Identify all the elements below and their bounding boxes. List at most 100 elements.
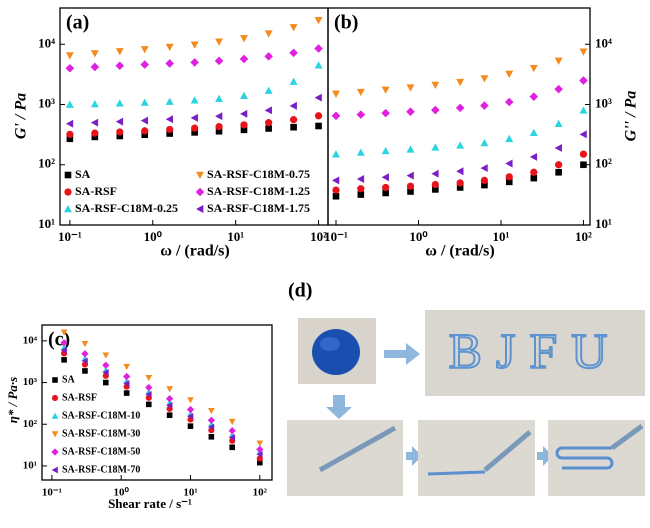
- legend-marker: [64, 205, 72, 213]
- y-tick-label: 10²: [38, 156, 55, 171]
- x-tick-label: 10⁰: [409, 229, 428, 244]
- legend-label: SA-RSF-C18M-0.25: [75, 201, 178, 215]
- point: [140, 116, 149, 125]
- point: [256, 440, 264, 447]
- legend-marker: [51, 431, 59, 438]
- point: [431, 169, 439, 178]
- point: [102, 369, 109, 376]
- y-axis-label: η* / Pa·s: [5, 377, 20, 424]
- point: [264, 106, 272, 115]
- point: [579, 150, 588, 158]
- point: [90, 62, 100, 72]
- point: [102, 352, 110, 359]
- point: [208, 433, 215, 440]
- point: [381, 108, 390, 118]
- legend-marker: [64, 188, 72, 196]
- point: [187, 423, 194, 429]
- point: [81, 350, 89, 358]
- point: [579, 130, 587, 139]
- point: [314, 16, 323, 25]
- point: [166, 125, 174, 134]
- point: [90, 100, 99, 108]
- plot-frame: [41, 324, 273, 481]
- y-tick-label: 10²: [595, 156, 612, 171]
- y-tick-label: 10²: [23, 418, 38, 430]
- point: [456, 179, 464, 187]
- x-tick-label: 10²: [310, 229, 327, 244]
- legend-label: SA: [62, 374, 76, 385]
- point: [529, 152, 538, 161]
- point: [65, 63, 75, 73]
- point: [530, 168, 538, 176]
- point: [240, 109, 248, 118]
- point: [256, 455, 263, 462]
- point: [240, 35, 248, 43]
- point: [190, 58, 199, 67]
- point: [187, 412, 194, 420]
- blue-disc: [312, 329, 360, 375]
- point: [265, 125, 272, 132]
- legend-label: SA-RSF-C18M-1.25: [207, 184, 310, 198]
- panel-label: (a): [66, 12, 89, 34]
- point: [431, 180, 439, 189]
- photo: [425, 310, 645, 396]
- point: [65, 100, 74, 108]
- point: [382, 183, 390, 192]
- point: [65, 119, 74, 128]
- point: [207, 416, 215, 424]
- point: [529, 128, 538, 137]
- point: [406, 84, 415, 92]
- point: [382, 189, 389, 197]
- point: [115, 48, 124, 56]
- point: [190, 113, 198, 122]
- syringe: [483, 430, 532, 472]
- point: [480, 139, 489, 147]
- point: [456, 78, 465, 87]
- point: [357, 185, 365, 193]
- point: [332, 192, 340, 200]
- point: [102, 361, 110, 369]
- point: [579, 106, 588, 114]
- legend-marker: [196, 205, 204, 213]
- point: [357, 191, 365, 198]
- point: [356, 148, 365, 156]
- x-axis-label: Shear rate / s⁻¹: [108, 496, 192, 511]
- y-tick-label: 10¹: [38, 216, 55, 231]
- legend-marker: [52, 377, 58, 383]
- point: [165, 59, 174, 68]
- point: [145, 383, 153, 392]
- point: [115, 99, 124, 107]
- x-tick-label: 10⁻¹: [58, 229, 82, 244]
- syringe: [318, 425, 397, 473]
- legend-label: SA-RSF: [62, 392, 97, 403]
- point: [554, 84, 563, 94]
- legend-label: SA-RSF-C18M-30: [62, 428, 140, 439]
- point: [456, 167, 464, 176]
- point: [207, 408, 215, 415]
- point: [455, 103, 465, 113]
- point: [240, 126, 248, 134]
- point: [207, 423, 215, 431]
- y-axis-label: G'' / Pa: [623, 91, 640, 142]
- point: [529, 64, 538, 73]
- legend-label: SA-RSF-C18M-0.75: [207, 167, 310, 181]
- point: [555, 161, 563, 169]
- point: [90, 118, 99, 127]
- point: [480, 176, 489, 185]
- point: [406, 182, 415, 190]
- point: [123, 372, 131, 381]
- point: [215, 94, 223, 102]
- point: [115, 117, 124, 126]
- point: [356, 175, 365, 183]
- point: [289, 24, 298, 32]
- point: [228, 434, 236, 441]
- point: [191, 124, 199, 132]
- point: [505, 159, 513, 168]
- legend-marker: [51, 466, 58, 474]
- point: [60, 329, 68, 336]
- point: [314, 112, 323, 120]
- point: [332, 186, 340, 194]
- arrow: [384, 343, 420, 365]
- printed-line: [555, 446, 614, 470]
